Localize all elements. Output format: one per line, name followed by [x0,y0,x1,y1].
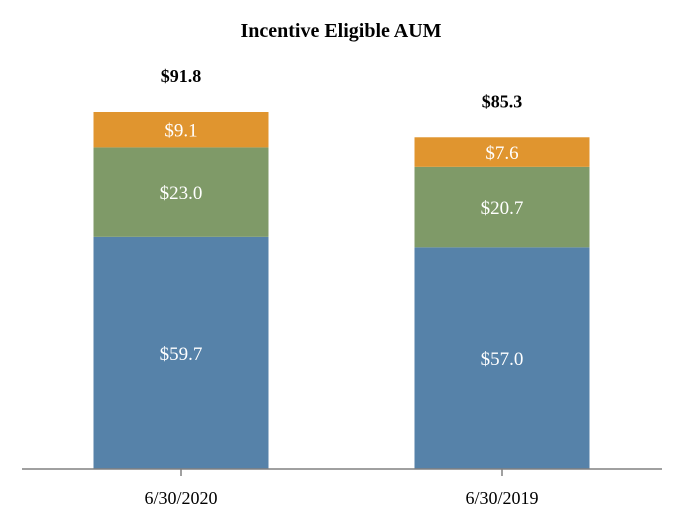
total-label-1: $91.8 [161,66,202,86]
segment-value-label-bottom-2: $57.0 [481,349,524,370]
x-tick-label-2: 6/30/2019 [465,488,538,508]
segment-value-label-middle-1: $23.0 [160,183,203,204]
bar-segment-bottom-2 [414,247,590,469]
bars-group: $59.7 $23.0 $9.1 $91.8 $57.0 $20.7 $7.6 $85.3 [93,66,590,469]
bar-segment-bottom-1 [93,236,269,469]
segment-value-label-bottom-1: $59.7 [160,344,203,365]
segment-value-label-top-1: $9.1 [164,121,197,142]
bar-segment-top-2 [414,137,590,167]
x-ticks-group: 6/30/2020 6/30/2019 [144,469,539,508]
bar-segment-middle-2 [414,166,590,248]
total-label-2: $85.3 [482,91,523,111]
segment-value-label-middle-2: $20.7 [481,198,524,219]
bar-segment-middle-1 [93,147,269,237]
segment-value-label-top-2: $7.6 [485,143,518,164]
bar-segment-top-1 [93,112,269,148]
x-tick-label-1: 6/30/2020 [144,488,217,508]
chart-title: Incentive Eligible AUM [240,20,441,42]
